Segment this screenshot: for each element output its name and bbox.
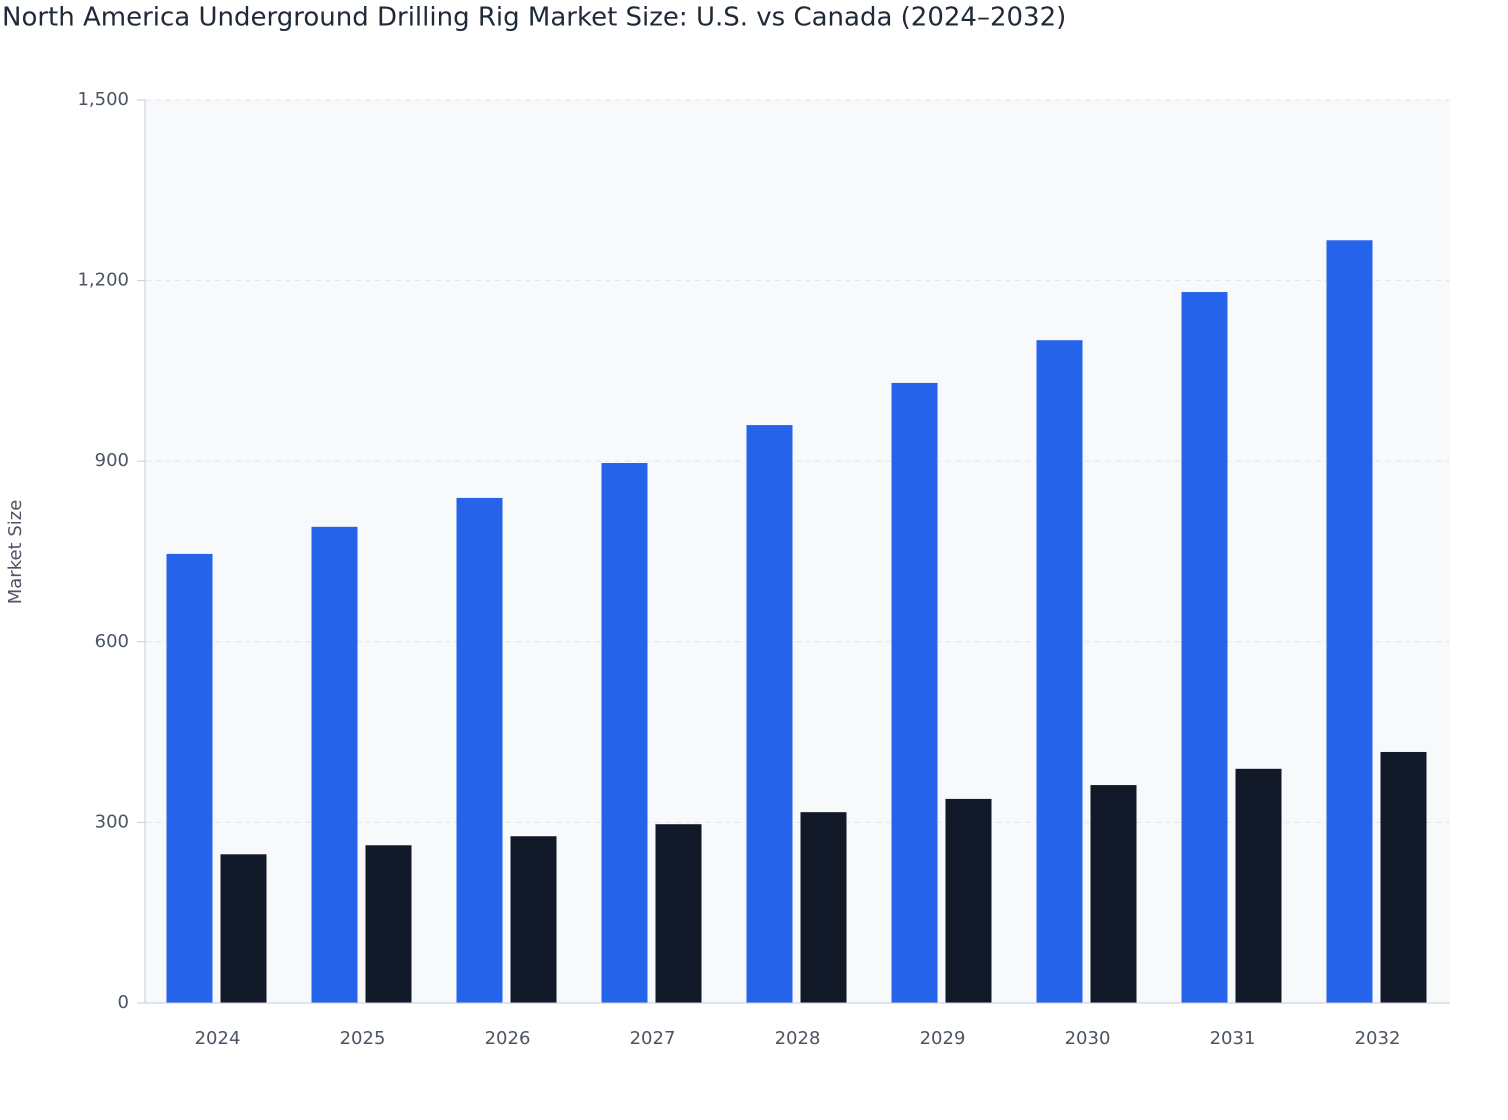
- bar: [1235, 768, 1282, 1003]
- y-tick-label: 600: [95, 631, 129, 652]
- x-tick-label: 2027: [630, 1028, 676, 1049]
- bar: [166, 553, 213, 1003]
- bar: [365, 845, 412, 1003]
- y-tick-label: 900: [95, 450, 129, 471]
- x-tick-label: 2029: [920, 1028, 966, 1049]
- bar: [1090, 785, 1137, 1003]
- x-tick-label: 2026: [485, 1028, 531, 1049]
- bar: [800, 812, 847, 1003]
- chart-title: North America Underground Drilling Rig M…: [2, 3, 1066, 33]
- y-tick-label: 0: [118, 992, 129, 1013]
- x-tick-label: 2025: [340, 1028, 386, 1049]
- bar: [1181, 292, 1228, 1004]
- y-axis-label: Market Size: [5, 500, 26, 605]
- y-tick-label: 1,200: [77, 270, 129, 291]
- x-tick-label: 2031: [1210, 1028, 1256, 1049]
- bar: [945, 798, 992, 1003]
- plot-background: [145, 100, 1450, 1003]
- bar: [655, 824, 702, 1003]
- bar: [311, 526, 358, 1003]
- bar: [891, 382, 938, 1003]
- bar: [510, 836, 557, 1003]
- bar: [746, 425, 793, 1004]
- x-tick-label: 2028: [775, 1028, 821, 1049]
- bar: [456, 497, 503, 1003]
- bar: [1036, 340, 1083, 1003]
- bar: [1326, 240, 1373, 1004]
- y-tick-label: 1,500: [77, 89, 129, 110]
- x-tick-label: 2024: [195, 1028, 241, 1049]
- bar: [601, 463, 648, 1004]
- x-tick-label: 2030: [1065, 1028, 1111, 1049]
- bar: [1380, 751, 1427, 1003]
- y-tick-label: 300: [95, 811, 129, 832]
- bar: [220, 854, 267, 1003]
- x-tick-label: 2032: [1355, 1028, 1401, 1049]
